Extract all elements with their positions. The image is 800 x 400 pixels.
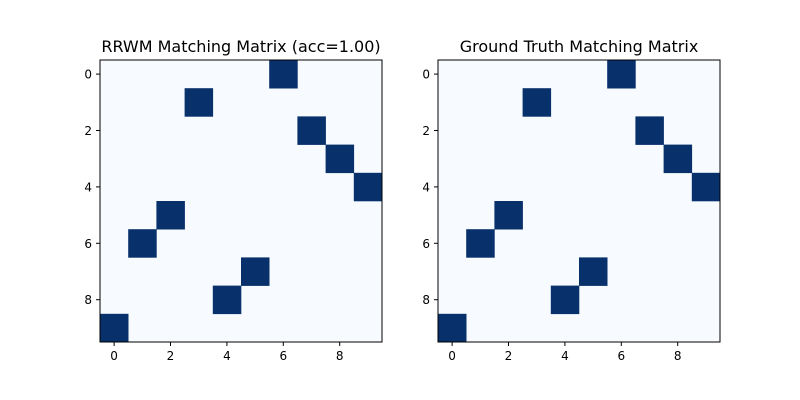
ground-truth-ytick-label-6: 6 — [422, 237, 430, 251]
ground-truth-match-cell-r5-c2 — [494, 201, 523, 230]
ground-truth-match-cell-r3-c8 — [663, 144, 693, 174]
rrwm-ytick-label-8: 8 — [84, 293, 92, 307]
rrwm-xtick-label-0: 0 — [110, 349, 118, 363]
ground-truth-match-cell-r1-c3 — [522, 88, 552, 117]
ground-truth-match-cell-r9-c0 — [438, 313, 467, 343]
rrwm-match-cell-r5-c2 — [156, 201, 185, 230]
ground-truth-ytick-label-2: 2 — [422, 124, 430, 138]
ground-truth-ytick-label-4: 4 — [422, 180, 430, 194]
rrwm-match-cell-r2-c7 — [297, 116, 326, 145]
ground-truth-match-cell-r8-c4 — [550, 285, 580, 315]
rrwm-match-cell-r4-c9 — [353, 172, 383, 202]
rrwm-match-cell-r3-c8 — [325, 144, 355, 174]
rrwm-xtick-label-4: 4 — [223, 349, 231, 363]
rrwm-xtick-label-6: 6 — [279, 349, 287, 363]
ground-truth-match-cell-r2-c7 — [635, 116, 664, 145]
ground-truth-match-cell-r7-c5 — [579, 257, 608, 286]
rrwm-matrix-panel: RRWM Matching Matrix (acc=1.00) 0 2 4 6 8 0 2 4… — [84, 37, 383, 363]
ground-truth-xtick-label-6: 6 — [617, 349, 625, 363]
ground-truth-match-cell-r4-c9 — [691, 172, 721, 202]
rrwm-axes-frame — [99, 59, 383, 343]
rrwm-xtick-label-8: 8 — [336, 349, 344, 363]
rrwm-match-cell-r0-c6 — [269, 60, 298, 89]
rrwm-match-cell-r6-c1 — [128, 229, 157, 258]
ground-truth-xtick-label-0: 0 — [448, 349, 456, 363]
rrwm-xtick-label-2: 2 — [167, 349, 175, 363]
ground-truth-matrix-panel: Ground Truth Matching Matrix 0 2 4 6 8 0 2 4 6 8 — [422, 37, 721, 363]
ground-truth-xtick-label-4: 4 — [561, 349, 569, 363]
rrwm-matrix-title: RRWM Matching Matrix (acc=1.00) — [101, 37, 380, 56]
ground-truth-axes-frame — [437, 59, 721, 343]
rrwm-match-cell-r9-c0 — [100, 313, 129, 343]
rrwm-match-cell-r7-c5 — [241, 257, 270, 286]
ground-truth-ytick-label-8: 8 — [422, 293, 430, 307]
rrwm-ytick-label-0: 0 — [84, 68, 92, 82]
rrwm-match-cell-r8-c4 — [212, 285, 242, 315]
ground-truth-match-cell-r0-c6 — [607, 60, 636, 89]
ground-truth-xtick-label-2: 2 — [505, 349, 513, 363]
ground-truth-ytick-label-0: 0 — [422, 68, 430, 82]
rrwm-ytick-label-6: 6 — [84, 237, 92, 251]
ground-truth-matrix-title: Ground Truth Matching Matrix — [460, 37, 699, 56]
rrwm-ytick-label-2: 2 — [84, 124, 92, 138]
ground-truth-match-cell-r6-c1 — [466, 229, 495, 258]
rrwm-ytick-label-4: 4 — [84, 180, 92, 194]
rrwm-match-cell-r1-c3 — [184, 88, 214, 117]
ground-truth-xtick-label-8: 8 — [674, 349, 682, 363]
